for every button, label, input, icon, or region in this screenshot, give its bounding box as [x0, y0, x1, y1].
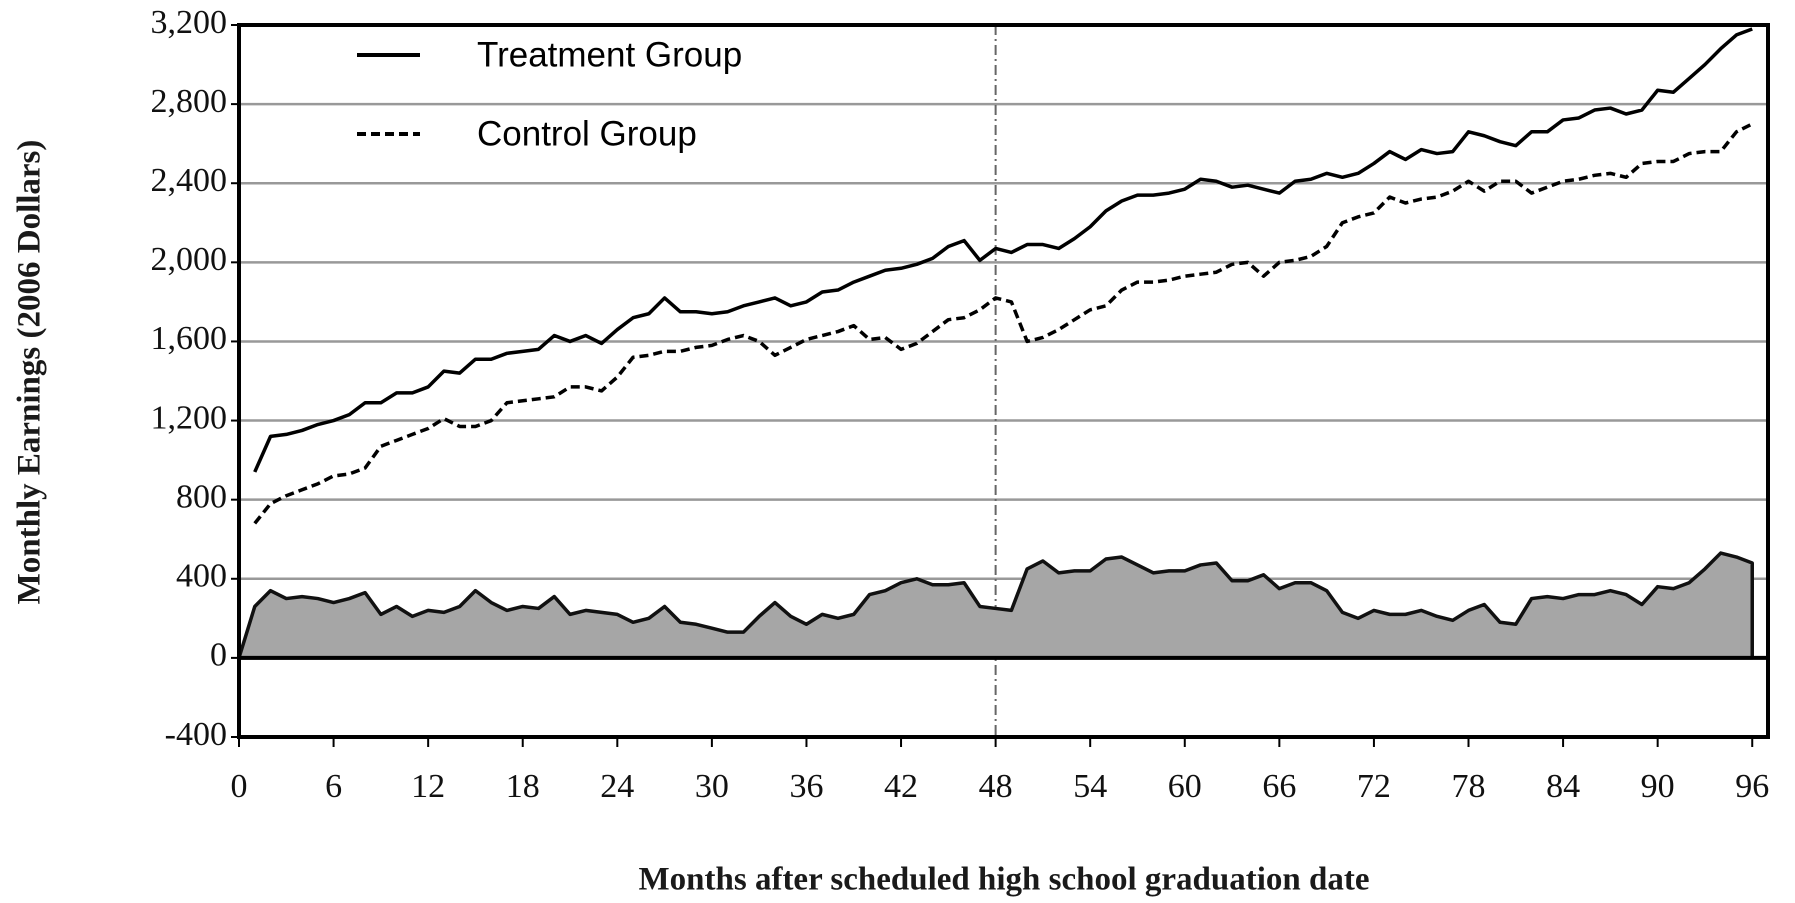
- x-tick-label: 0: [231, 768, 248, 805]
- legend-label: Control Group: [477, 114, 697, 153]
- x-tick-label: 30: [695, 768, 729, 805]
- series-line: [253, 122, 1754, 525]
- x-tick-label: 18: [506, 768, 540, 805]
- x-tick-label: 36: [789, 768, 823, 805]
- y-tick-label: 3,200: [151, 4, 228, 41]
- x-tick-label: 84: [1546, 768, 1580, 805]
- y-axis-title: Monthly Earnings (2006 Dollars): [12, 140, 48, 605]
- x-tick-label: 72: [1357, 768, 1391, 805]
- y-tick-label: 1,600: [151, 320, 228, 357]
- y-tick-label: 1,200: [151, 399, 228, 436]
- difference-area: [237, 551, 1754, 660]
- y-tick-label: 2,800: [151, 83, 228, 120]
- y-tick-label: 800: [176, 478, 227, 515]
- x-axis-title: Months after scheduled high school gradu…: [639, 862, 1370, 898]
- y-tick-label: 400: [176, 558, 227, 595]
- x-tick-label: 78: [1452, 768, 1486, 805]
- x-tick-label: 90: [1641, 768, 1675, 805]
- x-tick-label: 60: [1168, 768, 1202, 805]
- y-tick-label: 0: [210, 637, 227, 674]
- x-tick-label: 66: [1262, 768, 1296, 805]
- x-tick-label: 48: [979, 768, 1013, 805]
- x-tick-label: 24: [600, 768, 634, 805]
- legend-label: Treatment Group: [477, 35, 742, 74]
- x-tick-label: 42: [884, 768, 918, 805]
- x-tick-label: 12: [411, 768, 445, 805]
- y-tick-label: 2,000: [151, 241, 228, 278]
- x-tick-label: 54: [1073, 768, 1107, 805]
- y-tick-label: -400: [165, 716, 227, 753]
- plot-frame: [237, 23, 1770, 739]
- y-tick-label: 2,400: [151, 162, 228, 199]
- x-tick-label: 96: [1735, 768, 1769, 805]
- series-line: [253, 27, 1753, 473]
- x-tick-label: 6: [325, 768, 342, 805]
